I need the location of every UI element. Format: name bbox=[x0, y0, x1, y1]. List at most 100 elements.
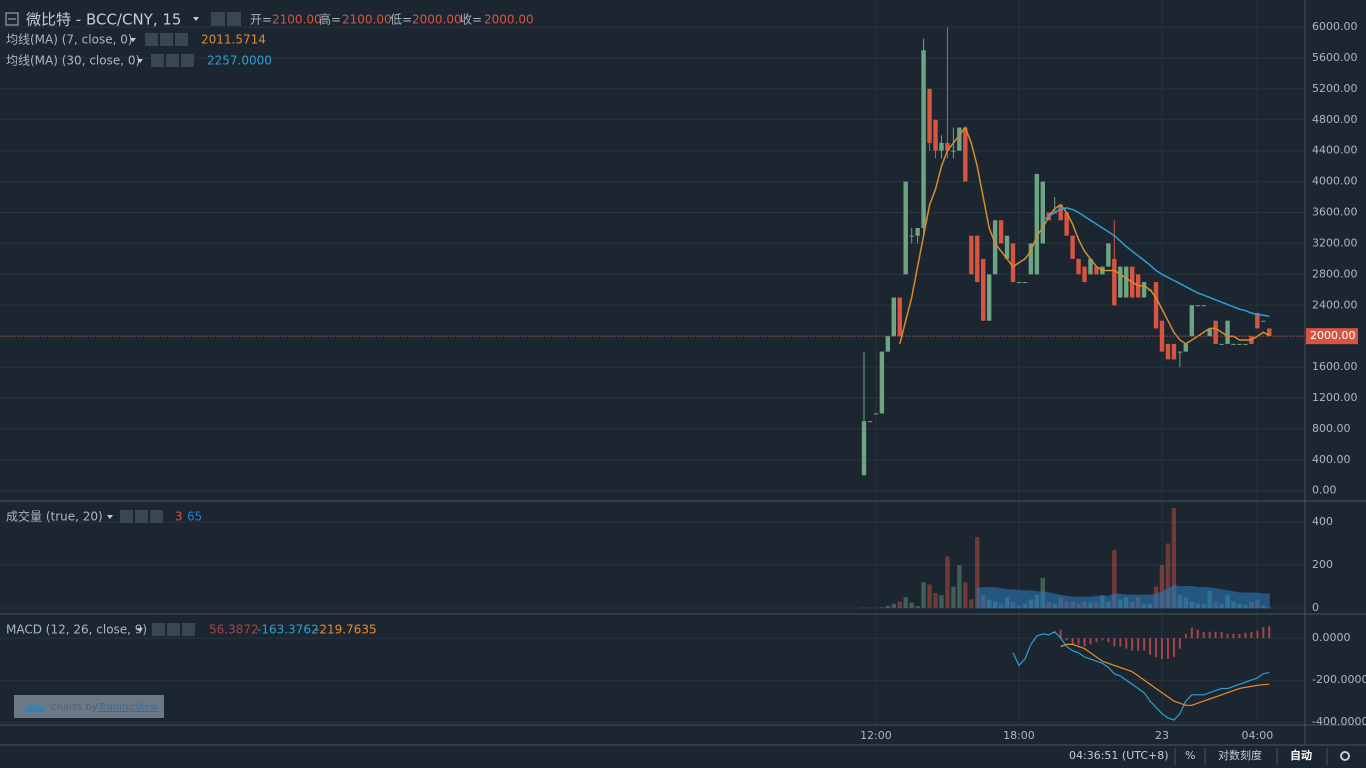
ohlc-label: 开= bbox=[250, 13, 272, 27]
candle-body bbox=[1010, 243, 1016, 283]
volume-bar bbox=[909, 602, 914, 609]
dropdown-caret[interactable] bbox=[137, 628, 143, 632]
settings-icon[interactable] bbox=[167, 623, 180, 636]
remove-icon[interactable] bbox=[175, 33, 188, 46]
collapse-icon[interactable] bbox=[5, 12, 19, 26]
macd-hist-bar bbox=[1137, 638, 1140, 651]
macd-hist-bar bbox=[1268, 626, 1271, 639]
settings-icon[interactable] bbox=[135, 510, 148, 523]
icon-group bbox=[211, 12, 241, 26]
auto-toggle[interactable]: 自动 bbox=[1290, 748, 1312, 762]
settings-icon[interactable] bbox=[160, 33, 173, 46]
candle-body bbox=[873, 413, 879, 415]
remove-icon[interactable] bbox=[182, 623, 195, 636]
candle-body bbox=[909, 235, 914, 237]
candle-body bbox=[1028, 243, 1034, 275]
candle-body bbox=[1076, 258, 1081, 275]
settings-icon[interactable] bbox=[227, 12, 241, 26]
indicator-value: -219.7635 bbox=[315, 623, 377, 637]
symbol-title[interactable]: 微比特 - BCC/CNY, 15 bbox=[26, 11, 181, 29]
eye-icon[interactable] bbox=[211, 12, 225, 26]
watermark-box[interactable] bbox=[14, 695, 164, 718]
volume-bar bbox=[1112, 549, 1117, 609]
watermark-link[interactable]: TradingView bbox=[97, 702, 158, 713]
settings-gear[interactable] bbox=[1340, 751, 1350, 761]
volume-bar bbox=[891, 603, 896, 609]
candle-body bbox=[1267, 328, 1272, 337]
macd-hist-bar bbox=[1220, 631, 1223, 639]
macd-hist-bar bbox=[1113, 638, 1116, 647]
candle-body bbox=[885, 336, 891, 352]
eye-icon[interactable] bbox=[120, 510, 133, 523]
candle-body bbox=[1058, 204, 1063, 221]
volume-bar bbox=[1159, 565, 1165, 609]
volume-bar bbox=[903, 597, 908, 609]
candle-body bbox=[897, 297, 902, 337]
indicator-value: 3 bbox=[175, 510, 183, 524]
eye-icon[interactable] bbox=[152, 623, 165, 636]
ohlc-label: 低= bbox=[390, 13, 412, 27]
candle-body bbox=[1064, 212, 1069, 236]
volume-bar bbox=[969, 599, 974, 609]
macd-hist-bar bbox=[1071, 638, 1074, 645]
candle-body bbox=[921, 50, 926, 228]
candle-body bbox=[1195, 305, 1200, 307]
candle-body bbox=[992, 220, 998, 275]
settings-icon[interactable] bbox=[166, 54, 179, 67]
y-tick-label: -400.0000 bbox=[1312, 715, 1366, 728]
ma-line bbox=[1042, 207, 1270, 318]
candle-body bbox=[1231, 343, 1236, 345]
macd-hist-bar bbox=[1250, 631, 1253, 639]
macd-hist-bar bbox=[1202, 631, 1205, 639]
candle-body bbox=[861, 421, 867, 476]
volume-bar bbox=[957, 565, 962, 609]
y-tick-label: 4800.00 bbox=[1312, 113, 1358, 126]
dropdown-caret[interactable] bbox=[193, 17, 199, 21]
candle-body bbox=[867, 421, 873, 423]
percent-toggle[interactable]: % bbox=[1185, 749, 1195, 762]
y-tick-label: 5600.00 bbox=[1312, 51, 1358, 64]
dropdown-caret[interactable] bbox=[130, 38, 136, 42]
candle-body bbox=[1082, 266, 1087, 283]
volume-bar bbox=[897, 601, 902, 609]
candle-body bbox=[1213, 320, 1218, 344]
indicator-name: MACD (12, 26, close, 9) bbox=[6, 623, 147, 637]
candle-body bbox=[975, 235, 980, 283]
volume-bar bbox=[1171, 508, 1177, 609]
candle-body bbox=[1243, 343, 1248, 345]
candle-body bbox=[951, 150, 956, 152]
volume-bar bbox=[939, 595, 944, 609]
remove-icon[interactable] bbox=[181, 54, 194, 67]
eye-icon[interactable] bbox=[145, 33, 158, 46]
candle-body bbox=[1261, 320, 1266, 322]
macd-hist-bar bbox=[1155, 638, 1158, 657]
remove-icon[interactable] bbox=[150, 510, 163, 523]
macd-hist-bar bbox=[1190, 627, 1193, 639]
eye-icon[interactable] bbox=[151, 54, 164, 67]
macd-hist-bar bbox=[1089, 638, 1092, 645]
indicator-name: 均线(MA) (30, close, 0) bbox=[6, 54, 140, 68]
macd-hist-bar bbox=[1125, 638, 1128, 649]
macd-line bbox=[1060, 643, 1270, 706]
candle-body bbox=[1207, 328, 1212, 337]
clock: 04:36:51 (UTC+8) bbox=[1069, 749, 1169, 762]
y-tick-label: 4000.00 bbox=[1312, 175, 1358, 188]
candle-body bbox=[1070, 235, 1075, 259]
indicator-name: 成交量 (true, 20) bbox=[6, 509, 103, 524]
marks-layer bbox=[0, 27, 1305, 721]
label-layer: 12:00 18:00 23 04:00 0.00 400.00 800.00 1200.00… bbox=[6, 20, 1366, 742]
macd-hist-bar bbox=[1131, 638, 1134, 651]
candle-body bbox=[1225, 320, 1230, 344]
indicator-value: 65 bbox=[187, 510, 202, 524]
dropdown-caret[interactable] bbox=[137, 59, 143, 63]
candle-body bbox=[927, 88, 932, 143]
macd-hist-bar bbox=[1119, 638, 1122, 647]
macd-hist-bar bbox=[1166, 638, 1169, 660]
dropdown-caret[interactable] bbox=[107, 515, 113, 519]
candle-body bbox=[1040, 181, 1045, 244]
y-tick-label: 5200.00 bbox=[1312, 82, 1358, 95]
volume-bar bbox=[879, 607, 885, 609]
candle-body bbox=[1004, 235, 1010, 259]
log-toggle[interactable]: 对数刻度 bbox=[1218, 748, 1262, 762]
candle-body bbox=[1106, 243, 1111, 267]
